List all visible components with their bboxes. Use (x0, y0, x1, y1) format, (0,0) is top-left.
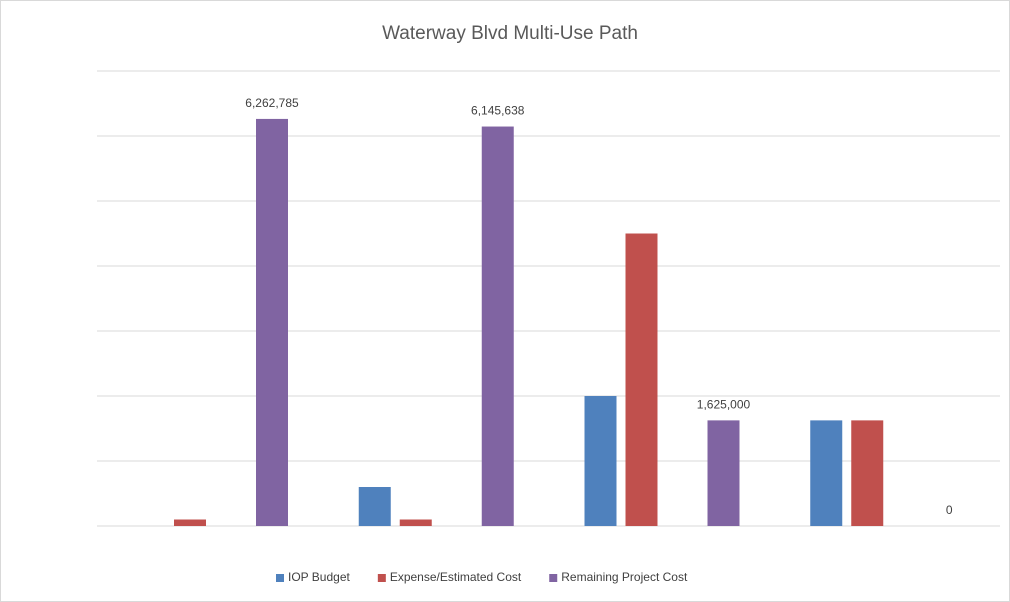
chart-title: Waterway Blvd Multi-Use Path (382, 23, 638, 44)
data-label: 1,625,000 (697, 398, 751, 412)
bar (584, 396, 617, 526)
bar (810, 420, 843, 526)
bar (851, 420, 884, 526)
bar (399, 519, 432, 526)
bar (481, 126, 514, 526)
bar (256, 118, 288, 526)
bar (625, 233, 658, 526)
bar (707, 420, 740, 526)
data-label: 0 (946, 503, 953, 517)
legend-label: Expense/Estimated Cost (390, 570, 522, 584)
legend-swatch (549, 574, 558, 582)
legend-swatch (276, 574, 284, 582)
data-label: 6,145,638 (471, 104, 525, 118)
bar (174, 519, 206, 526)
legend-label: Remaining Project Cost (561, 570, 688, 584)
legend-label: IOP Budget (288, 570, 350, 584)
bar (358, 487, 391, 526)
data-label: 6,262,785 (245, 96, 299, 110)
legend-swatch (377, 574, 386, 582)
